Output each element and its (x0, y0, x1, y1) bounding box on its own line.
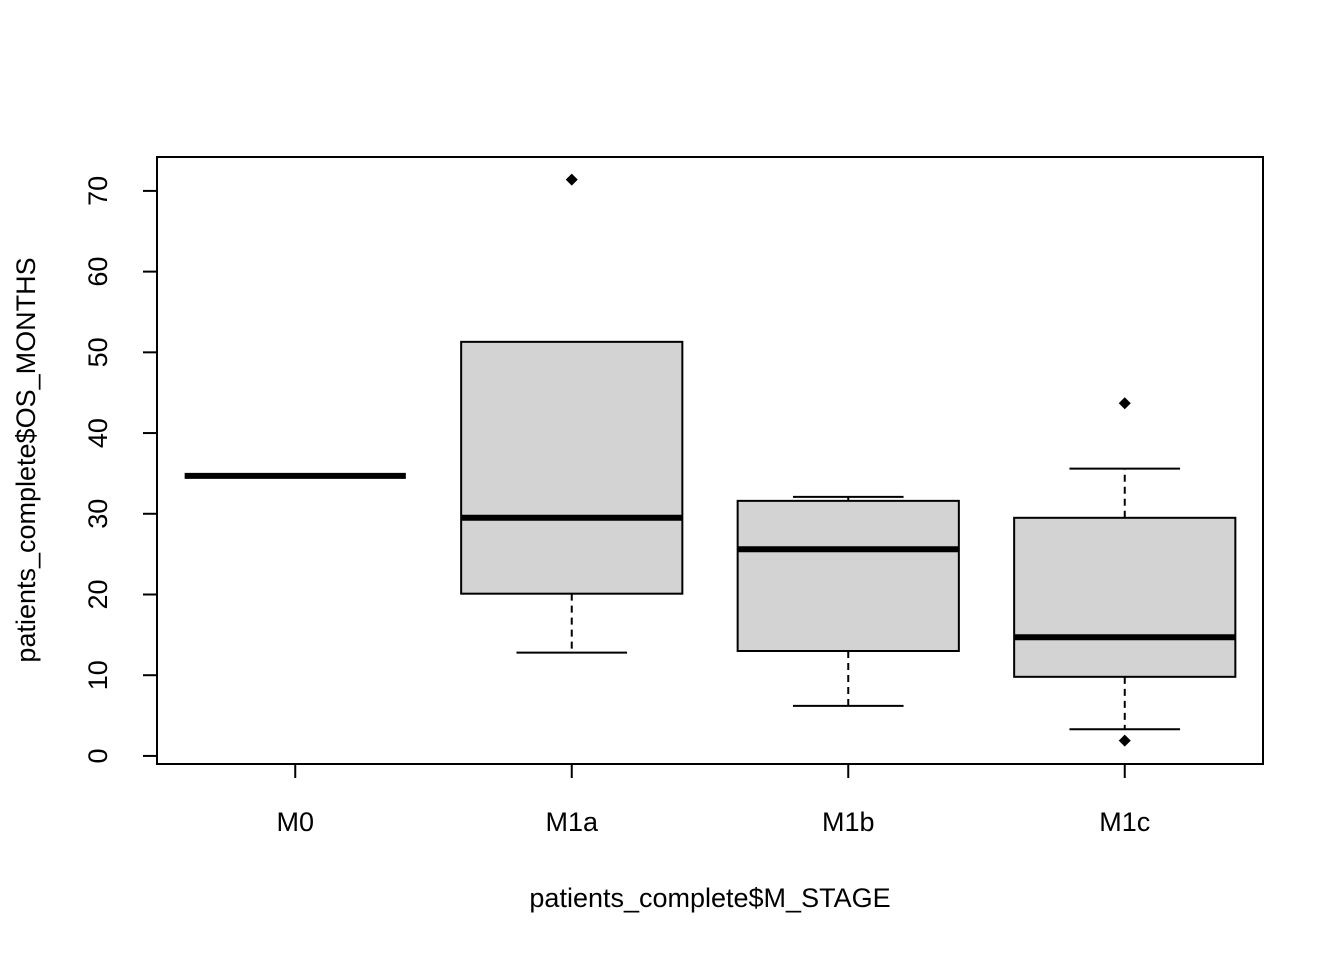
box (460, 340, 684, 595)
y-axis-label: patients_complete$OS_MONTHS (11, 257, 41, 662)
outlier (1118, 734, 1131, 747)
x-tick-label: M1c (1099, 807, 1150, 837)
y-tick-label: 40 (83, 418, 113, 448)
y-tick-label: 50 (83, 337, 113, 367)
y-tick-label: 70 (83, 176, 113, 206)
x-tick-label: M0 (276, 807, 314, 837)
outlier (565, 173, 578, 186)
y-tick-label: 60 (83, 257, 113, 287)
x-tick-label: M1b (822, 807, 875, 837)
y-tick-label: 30 (83, 499, 113, 529)
x-axis-label: patients_complete$M_STAGE (529, 883, 890, 913)
x-tick-label: M1a (545, 807, 599, 837)
outlier (1118, 397, 1131, 410)
y-tick-label: 10 (83, 660, 113, 690)
plot-frame (156, 156, 1264, 765)
y-tick-label: 20 (83, 579, 113, 609)
box (736, 499, 960, 652)
y-tick-label: 0 (83, 748, 113, 763)
box (1013, 516, 1237, 678)
